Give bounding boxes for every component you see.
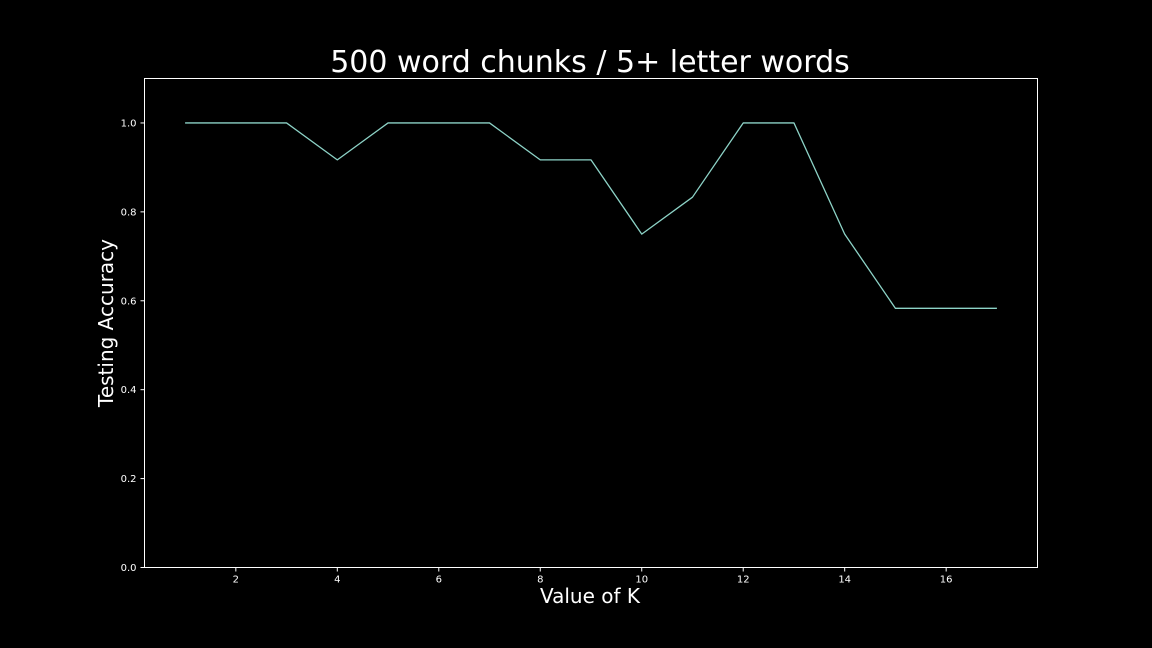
x-tick-label: 8 <box>537 575 543 586</box>
series-line <box>185 122 997 309</box>
x-tick-label: 2 <box>233 575 239 586</box>
x-tick-label: 12 <box>737 575 750 586</box>
y-tick-label: 0.2 <box>121 474 137 485</box>
y-tick-label: 1.0 <box>121 118 137 129</box>
x-tick-label: 10 <box>635 575 648 586</box>
x-tick-label: 14 <box>838 575 851 586</box>
plot-area-frame <box>144 78 1038 568</box>
y-tick-label: 0.4 <box>121 385 137 396</box>
x-axis-label: Value of K <box>540 584 641 608</box>
y-tick-label: 0.0 <box>121 563 137 574</box>
y-axis-label: Testing Accuracy <box>94 239 118 408</box>
y-tick-label: 0.8 <box>121 207 137 218</box>
x-tick-label: 4 <box>334 575 340 586</box>
y-tick-label: 0.6 <box>121 296 137 307</box>
y-axis-ticks: 0.0 0.2 0.4 0.6 0.8 1.0 <box>121 118 145 574</box>
x-axis-ticks: 2 4 6 8 10 12 14 16 <box>233 567 953 586</box>
series-group <box>185 122 997 309</box>
chart-title: 500 word chunks / 5+ letter words <box>330 45 850 80</box>
x-tick-label: 6 <box>436 575 442 586</box>
x-tick-label: 16 <box>940 575 953 586</box>
